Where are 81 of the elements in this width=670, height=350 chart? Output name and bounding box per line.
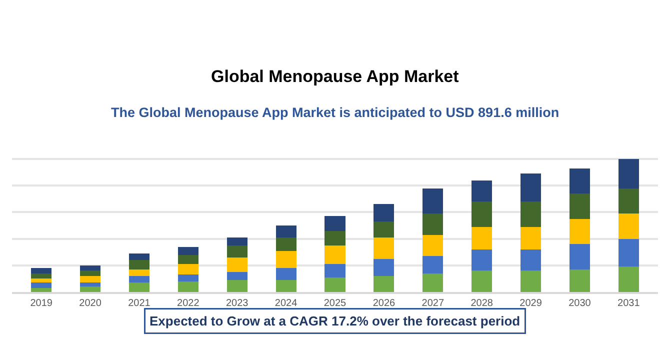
bar [31, 278, 52, 283]
bar [374, 258, 394, 276]
bar [31, 288, 52, 292]
bar [374, 204, 394, 222]
bar [374, 237, 394, 259]
bar [569, 244, 590, 270]
bar [276, 226, 296, 238]
bar [31, 273, 52, 279]
x-tick-label: 2031 [618, 298, 640, 309]
bar [618, 238, 639, 267]
bar [31, 268, 52, 274]
x-tick-label: 2022 [177, 298, 200, 309]
bar [80, 270, 101, 276]
x-tick-label: 2028 [470, 298, 494, 309]
bar [520, 202, 542, 227]
x-tick-label: 2030 [568, 298, 592, 309]
bar [520, 174, 542, 202]
bar [324, 245, 346, 264]
bar [80, 282, 101, 287]
bar [520, 270, 542, 292]
bar [618, 159, 639, 188]
x-tick-label: 2025 [324, 298, 347, 309]
bar [472, 226, 492, 250]
bar [324, 230, 346, 246]
bar [472, 270, 492, 292]
bar [80, 286, 101, 292]
bar [324, 277, 346, 292]
bar [128, 253, 150, 260]
x-tick-label: 2026 [372, 298, 396, 309]
bar [374, 222, 394, 238]
bar [178, 274, 198, 282]
x-tick-label: 2029 [520, 298, 542, 309]
bar [422, 256, 444, 274]
bar [422, 188, 444, 214]
bar [226, 237, 248, 246]
text: Expected to Grow at a CAGR 17.2% over the forecast period [150, 314, 520, 328]
bar [128, 269, 150, 276]
chart-title: Global Menopause App Market [211, 67, 460, 86]
x-tick-label: 2020 [79, 298, 102, 309]
bar [128, 276, 150, 283]
x-tick-label: 2023 [226, 298, 249, 309]
bar [472, 202, 492, 227]
bar [276, 268, 296, 280]
bar [472, 180, 492, 202]
x-tick-label: 2021 [128, 298, 151, 309]
x-tick-label: 2019 [30, 298, 53, 309]
bar [324, 264, 346, 278]
bar [422, 234, 444, 256]
bar [618, 214, 639, 239]
bar [276, 237, 296, 251]
bar [472, 249, 492, 271]
bar [569, 168, 590, 194]
bar [178, 246, 198, 255]
bar [178, 264, 198, 275]
bar [80, 265, 101, 271]
bar [324, 216, 346, 231]
bar [178, 254, 198, 264]
bar [618, 188, 639, 214]
bar [31, 282, 52, 288]
chart-subtitle: The Global Menopause App Market is anticipated to USD 891.6 million [111, 105, 560, 120]
bar [128, 282, 150, 292]
bar [618, 266, 639, 292]
bar [226, 272, 248, 280]
bar [178, 281, 198, 292]
bar [226, 280, 248, 292]
bar [569, 194, 590, 219]
bar [520, 249, 542, 271]
x-tick-label: 2024 [274, 298, 298, 309]
bar [226, 257, 248, 272]
x-tick-label: 2027 [422, 298, 444, 309]
bar [276, 280, 296, 292]
bar [226, 245, 248, 258]
bar [569, 218, 590, 244]
bar [422, 273, 444, 292]
bar [128, 260, 150, 270]
bar [276, 250, 296, 268]
bar [422, 214, 444, 235]
bar [80, 276, 101, 283]
bar [569, 269, 590, 292]
bar [374, 276, 394, 292]
bar [520, 226, 542, 250]
